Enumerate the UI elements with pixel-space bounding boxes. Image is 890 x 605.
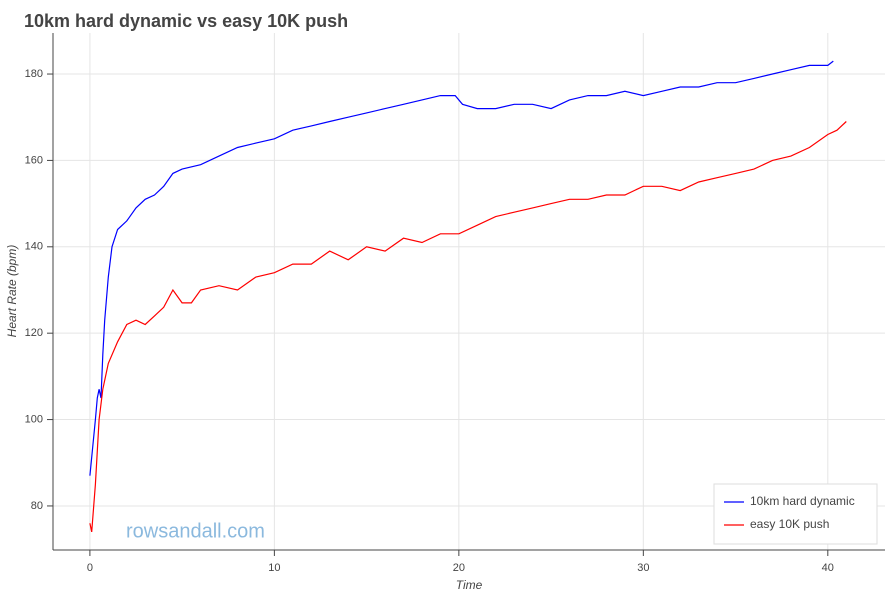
watermark: rowsandall.com [126, 520, 265, 542]
y-tick-label: 80 [31, 500, 43, 512]
y-tick-label: 120 [25, 327, 43, 339]
x-tick-label: 30 [637, 562, 649, 574]
y-tick-label: 160 [25, 154, 43, 166]
x-tick-label: 0 [87, 562, 93, 574]
y-axis-label: Heart Rate (bpm) [5, 245, 19, 338]
chart-title: 10km hard dynamic vs easy 10K push [24, 11, 348, 31]
x-tick-label: 20 [453, 562, 465, 574]
x-tick-label: 40 [822, 562, 834, 574]
x-tick-label: 10 [268, 562, 280, 574]
series-line [89, 60, 834, 476]
legend-label: easy 10K push [750, 517, 829, 531]
y-tick-label: 180 [25, 68, 43, 80]
x-axis-label: Time [456, 578, 483, 592]
legend-box [713, 483, 878, 545]
y-tick-label: 100 [25, 413, 43, 425]
y-tick-label: 140 [25, 241, 43, 253]
series-line [89, 121, 847, 533]
legend-label: 10km hard dynamic [750, 494, 855, 508]
